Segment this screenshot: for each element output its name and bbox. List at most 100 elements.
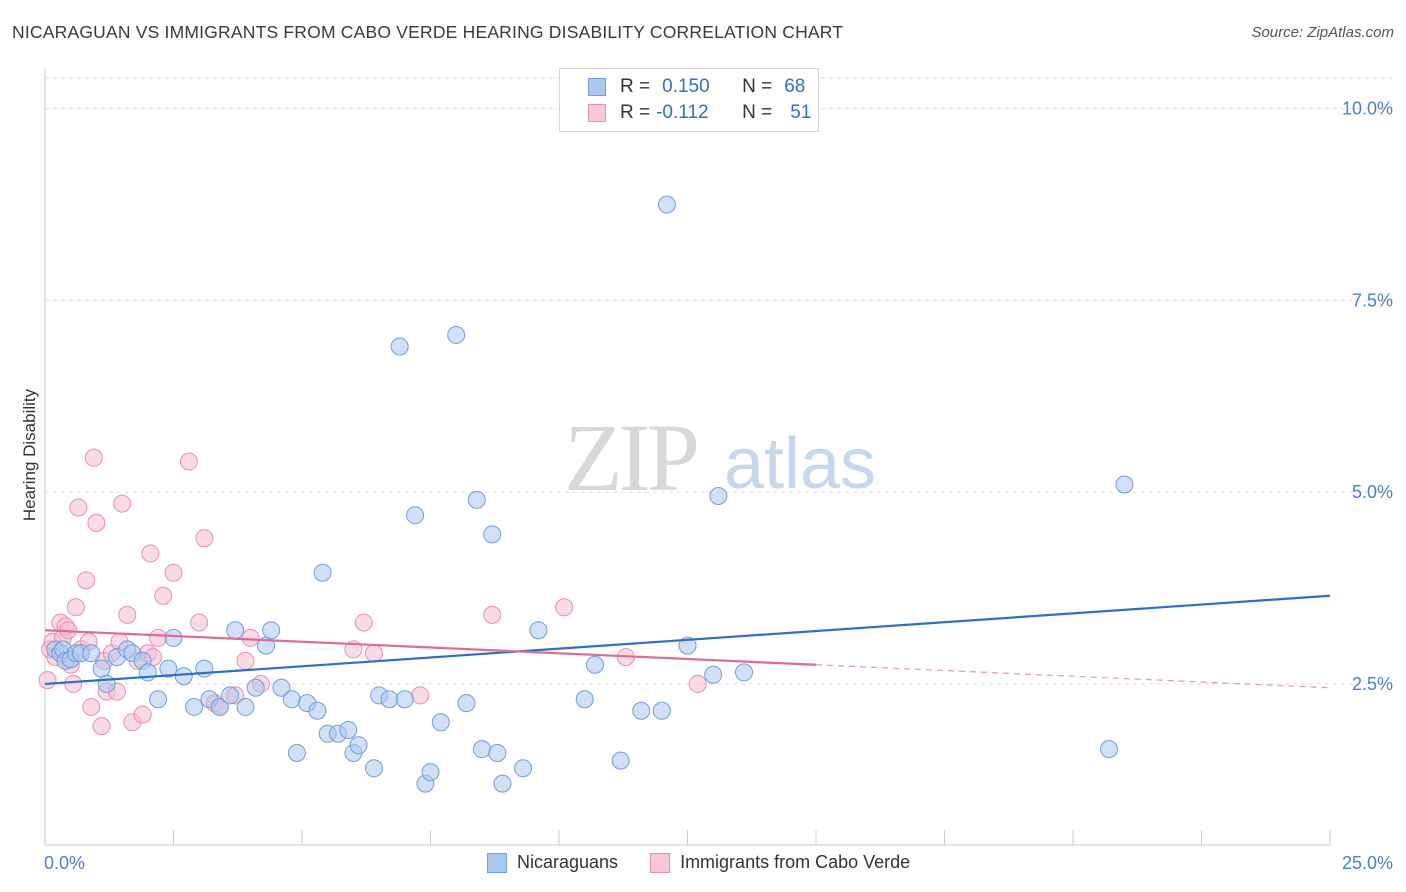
cabo-verde-point	[84, 448, 103, 467]
legend-row-cabo-verde: R = -0.112 N = 51	[588, 101, 811, 125]
nicaraguan-point	[575, 690, 594, 709]
nicaraguan-point	[364, 759, 383, 778]
nicaraguan-point	[467, 490, 486, 509]
cabo-verde-point	[236, 651, 255, 670]
series-legend: Nicaraguans Immigrants from Cabo Verde	[487, 852, 942, 873]
n-label: N =	[742, 76, 773, 97]
nicaraguan-point	[652, 701, 671, 720]
cabo-verde-point	[149, 628, 168, 647]
cabo-verde-trend-line	[44, 629, 817, 666]
nicaraguan-point	[611, 751, 630, 770]
nicaraguan-point	[735, 663, 754, 682]
nicaraguan-points	[46, 195, 1134, 793]
nicaraguan-point	[282, 690, 301, 709]
legend-swatch-blue	[588, 78, 606, 96]
y-axis-label: Hearing Disability	[20, 388, 39, 522]
cabo-verde-point	[87, 513, 106, 532]
cabo-verde-trend-extension	[815, 664, 1331, 689]
cabo-verde-point	[354, 613, 373, 632]
nicaraguan-point	[493, 774, 512, 793]
cabo-verde-point	[118, 605, 137, 624]
nicaraguan-point	[1099, 740, 1118, 759]
cabo-verde-point	[411, 686, 430, 705]
n-value: 51	[790, 102, 812, 123]
nicaraguan-trend-line	[44, 594, 1331, 686]
nicaraguan-point	[149, 690, 168, 709]
correlation-legend: R = 0.150 N = 68 R = -0.112 N = 51	[559, 68, 819, 132]
watermark-zip: ZIP	[564, 404, 697, 511]
nicaraguan-point	[390, 337, 409, 356]
nicaraguan-point	[514, 759, 533, 778]
cabo-verde-point	[141, 544, 160, 563]
nicaraguan-point	[483, 525, 502, 544]
cabo-verde-point	[241, 628, 260, 647]
nicaraguan-point	[472, 740, 491, 759]
n-label: N =	[742, 102, 773, 123]
x-tick-label-min: 0.0%	[44, 853, 85, 873]
nicaraguan-point	[97, 674, 116, 693]
cabo-verde-point	[66, 598, 85, 617]
r-value: -0.112	[656, 102, 709, 123]
chart-title: NICARAGUAN VS IMMIGRANTS FROM CABO VERDE…	[12, 22, 844, 42]
cabo-verde-point	[113, 494, 132, 513]
x-tick-label-max: 25.0%	[1342, 853, 1393, 873]
nicaraguan-point	[185, 697, 204, 716]
nicaraguan-point	[195, 659, 214, 678]
nicaraguan-point	[308, 701, 327, 720]
legend-label-nicaraguans: Nicaraguans	[517, 852, 619, 872]
nicaraguan-point	[709, 487, 728, 506]
legend-label-cabo-verde: Immigrants from Cabo Verde	[680, 852, 911, 872]
cabo-verde-point	[133, 705, 152, 724]
nicaraguan-point	[1115, 475, 1134, 494]
y-tick-label: 2.5%	[1352, 674, 1393, 694]
watermark: ZIP atlas	[564, 404, 876, 511]
cabo-verde-point	[179, 452, 198, 471]
nicaraguan-point	[632, 701, 651, 720]
y-tick-label: 5.0%	[1352, 482, 1393, 502]
cabo-verde-point	[92, 717, 111, 736]
grid-lines	[45, 77, 1392, 685]
nicaraguan-point	[236, 697, 255, 716]
nicaraguan-point	[349, 736, 368, 755]
watermark-atlas: atlas	[724, 424, 876, 504]
nicaraguan-point	[246, 678, 265, 697]
nicaraguan-point	[488, 743, 507, 762]
source-note: Source: ZipAtlas.com	[1251, 24, 1394, 41]
trend-lines	[44, 594, 1331, 689]
nicaraguan-point	[457, 694, 476, 713]
nicaraguan-point	[313, 563, 332, 582]
cabo-verde-point	[38, 671, 57, 690]
legend-row-nicaraguans: R = 0.150 N = 68	[588, 75, 805, 99]
nicaraguan-point	[447, 325, 466, 344]
nicaraguan-point	[92, 659, 111, 678]
nicaraguan-point	[210, 697, 229, 716]
cabo-verde-point	[164, 563, 183, 582]
nicaraguan-point	[159, 659, 178, 678]
nicaraguan-point	[678, 636, 697, 655]
nicaraguan-point	[82, 644, 101, 663]
nicaraguan-point	[380, 690, 399, 709]
nicaraguan-point	[395, 690, 414, 709]
nicaraguan-point	[585, 655, 604, 674]
r-value: 0.150	[662, 76, 710, 97]
nicaraguan-point	[529, 621, 548, 640]
legend-item-nicaraguans[interactable]: Nicaraguans	[487, 852, 618, 873]
nicaraguan-point	[287, 743, 306, 762]
axes	[44, 68, 1331, 846]
legend-item-cabo-verde[interactable]: Immigrants from Cabo Verde	[650, 852, 910, 873]
r-label: R =	[620, 76, 651, 97]
cabo-verde-point	[688, 674, 707, 693]
y-tick-label: 7.5%	[1352, 290, 1393, 310]
nicaraguan-point	[431, 713, 450, 732]
nicaraguan-point	[657, 195, 676, 214]
nicaraguan-point	[272, 678, 291, 697]
legend-swatch-blue	[487, 852, 507, 873]
nicaraguan-point	[226, 621, 245, 640]
nicaraguan-point	[406, 506, 425, 525]
cabo-verde-point	[190, 613, 209, 632]
cabo-verde-point	[195, 529, 214, 548]
cabo-verde-point	[69, 498, 88, 517]
nicaraguan-point	[221, 686, 240, 705]
nicaraguan-point	[262, 621, 281, 640]
